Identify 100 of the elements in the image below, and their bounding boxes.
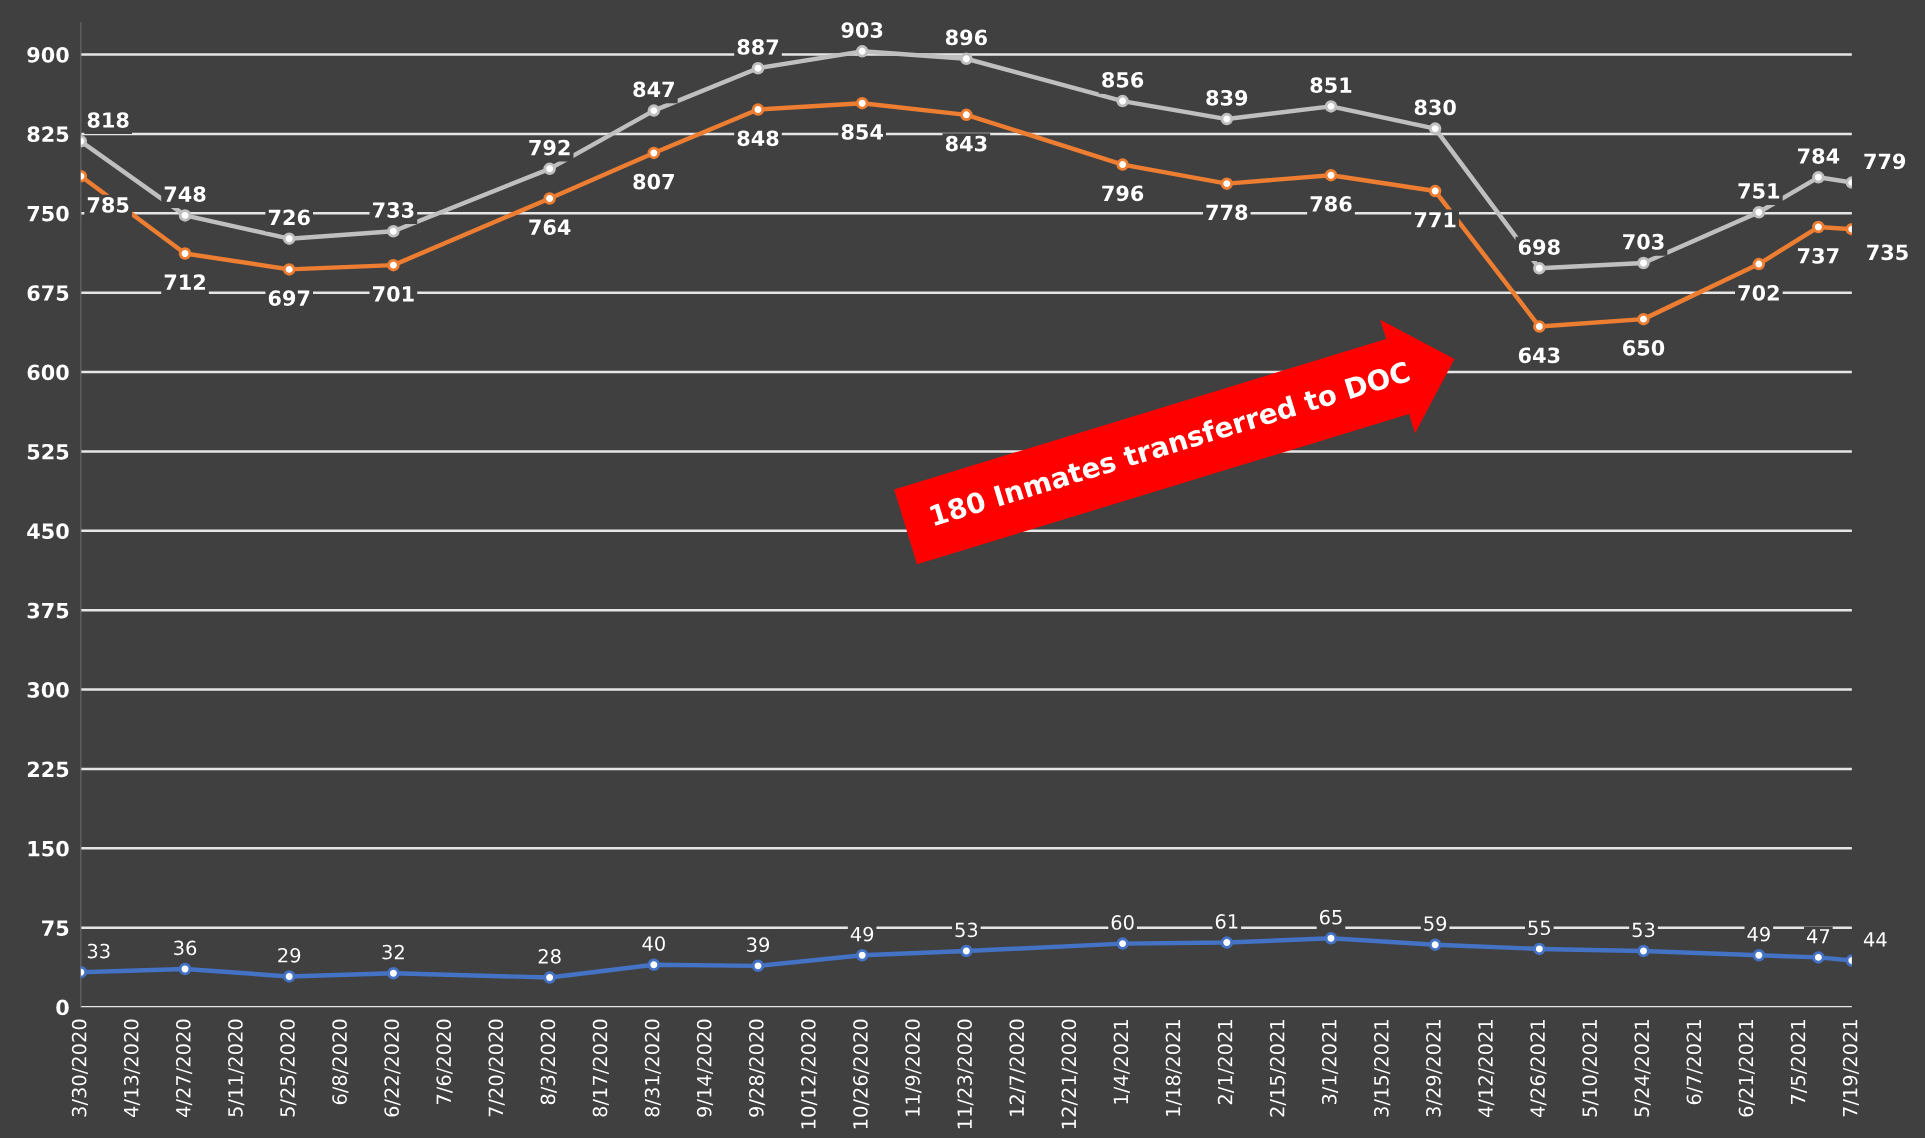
x-tick-label: 12/7/2020 [1009,1019,1026,1116]
x-tick-label: 3/29/2021 [1426,1020,1443,1117]
point [1220,936,1234,949]
data-label: 39 [747,937,769,953]
x-tick-label: 7/19/2021 [1842,1020,1860,1117]
data-label: 896 [945,29,987,46]
data-label: 737 [1798,247,1839,264]
point [960,52,973,65]
data-label: 36 [174,940,197,956]
y-tick-label: 75 [42,920,69,936]
x-tick-label: 4/27/2020 [175,1019,193,1117]
x-tick-label: 1/4/2021 [1113,1020,1130,1104]
point [1752,257,1766,271]
point [1220,177,1234,190]
x-tick-label: 7/5/2021 [1790,1020,1807,1104]
x-tick-label: 8/17/2020 [592,1019,609,1117]
point [1324,100,1338,113]
point [387,258,400,272]
point [282,232,296,245]
data-label: 856 [1102,71,1144,88]
point [1752,949,1766,962]
point [855,96,869,110]
x-tick-label: 6/22/2020 [384,1019,401,1117]
point [855,45,869,58]
point [1533,262,1546,275]
x-tick-label: 11/9/2020 [905,1019,922,1116]
data-label: 697 [268,290,310,306]
data-label: 53 [955,922,978,938]
x-tick-label: 8/31/2020 [644,1019,661,1117]
point [1812,171,1825,184]
y-tick-label: 750 [27,205,69,222]
x-tick-label: 3/15/2021 [1373,1020,1391,1117]
data-label: 779 [1864,153,1906,170]
data-label: 764 [529,219,571,236]
point [1324,932,1338,945]
data-label: 839 [1206,89,1248,106]
x-tick-label: 10/12/2020 [801,1019,818,1129]
point [751,959,765,973]
data-label: 851 [1310,77,1352,93]
point [1533,942,1546,956]
data-label: 55 [1528,920,1550,936]
x-tick-label: 1/18/2021 [1165,1020,1182,1116]
y-tick-label: 150 [28,840,69,857]
y-tick-label: 225 [27,761,69,778]
point [178,209,192,222]
x-tick-label: 5/10/2021 [1582,1020,1599,1117]
point [543,162,556,176]
data-label: 65 [1319,909,1342,925]
point [1324,168,1338,182]
x-tick-label: 10/26/2020 [853,1019,870,1129]
data-label: 784 [1798,148,1840,164]
point [1116,937,1129,950]
point [282,970,296,983]
point [1812,951,1825,964]
x-tick-label: 6/7/2021 [1686,1020,1703,1105]
point [647,104,661,117]
x-tick-label: 3/1/2021 [1321,1020,1339,1105]
data-label: 771 [1414,212,1456,228]
data-label: 778 [1206,204,1248,221]
point [1428,122,1442,135]
x-tick-label: 6/8/2020 [332,1019,349,1105]
data-label: 29 [278,947,301,963]
data-label: 830 [1414,99,1456,116]
point [647,958,661,972]
x-tick-label: 8/3/2020 [540,1019,557,1105]
data-label: 650 [1623,339,1665,356]
data-label: 848 [737,130,779,147]
data-label: 903 [841,22,883,38]
point [1428,184,1442,198]
data-label: 807 [633,173,674,190]
x-tick-label: 2/1/2021 [1217,1020,1234,1105]
point [647,146,661,160]
x-tick-label: 3/30/2020 [71,1019,89,1117]
point [178,962,192,976]
data-label: 49 [850,926,874,942]
y-tick-label: 450 [27,523,69,540]
x-tick-label: 11/23/2020 [957,1019,974,1129]
data-label: 785 [87,197,129,213]
y-tick-label: 600 [27,364,69,381]
point [751,62,765,75]
y-tick-label: 0 [56,999,69,1016]
x-tick-label: 2/15/2021 [1269,1020,1287,1117]
point [543,971,556,984]
data-label: 643 [1518,347,1560,364]
data-label: 748 [164,186,206,202]
point [1752,205,1766,219]
data-label: 40 [642,936,665,951]
data-label: 854 [841,124,883,140]
x-tick-label: 7/20/2020 [488,1019,505,1117]
x-tick-label: 5/25/2020 [280,1019,297,1117]
point [960,944,973,958]
data-label: 702 [1738,284,1779,301]
y-tick-label: 525 [27,443,69,460]
y-tick-label: 300 [27,682,69,698]
data-label: 751 [1738,183,1780,199]
point [1812,220,1825,234]
point [1116,158,1129,171]
data-label: 712 [164,274,205,290]
point [960,108,973,122]
x-tick-label: 7/6/2020 [436,1019,453,1104]
